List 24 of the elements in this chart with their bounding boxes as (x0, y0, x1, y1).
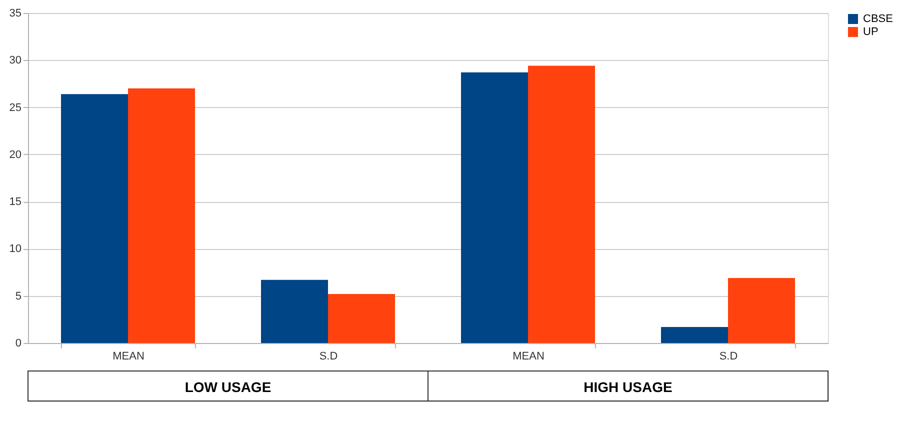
bar (261, 280, 328, 343)
text: HIGH USAGE (584, 379, 672, 395)
y-tick-label: 30 (9, 54, 22, 67)
legend-label: CBSE (863, 13, 893, 25)
y-tick-label: 25 (9, 102, 22, 114)
y-tick-label: 0 (15, 338, 22, 350)
x-tick-label: S.D (719, 350, 738, 362)
y-tick-label: 15 (9, 196, 22, 208)
x-tick-label: MEAN (512, 350, 544, 362)
bar (128, 88, 195, 343)
x-tick-label: MEAN (112, 350, 144, 362)
bar (61, 94, 128, 343)
bar (661, 326, 728, 343)
y-tick-label: 5 (15, 290, 22, 302)
bar (728, 278, 795, 343)
y-tick-label: 20 (9, 148, 22, 161)
x-tick-label: S.D (319, 350, 338, 362)
bar (528, 66, 595, 343)
y-tick-label: 10 (9, 243, 22, 256)
y-tick-label: 35 (9, 8, 22, 20)
legend-label: UP (863, 26, 878, 38)
bar (328, 294, 395, 343)
text: LOW USAGE (184, 379, 272, 395)
bar (461, 72, 528, 343)
